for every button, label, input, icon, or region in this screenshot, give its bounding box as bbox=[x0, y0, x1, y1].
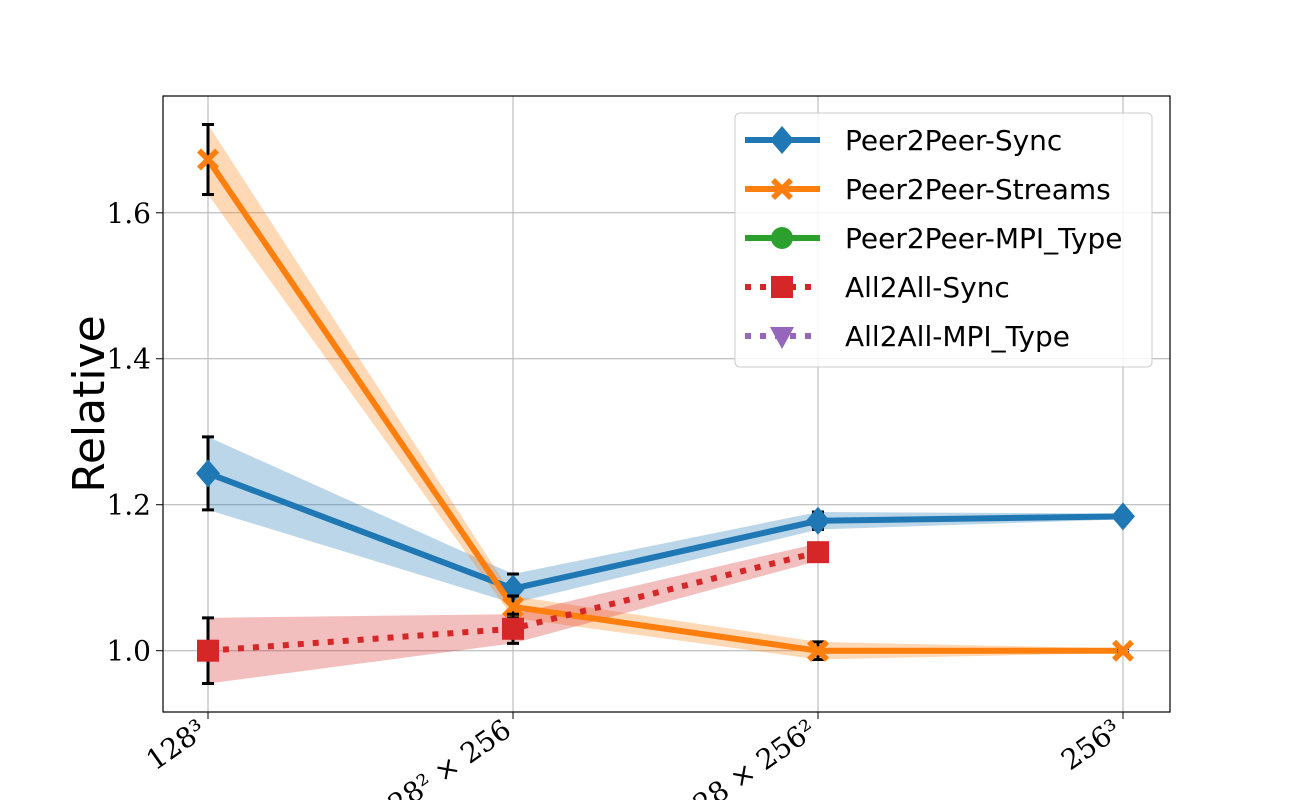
legend-label: Peer2Peer-Sync bbox=[845, 124, 1062, 157]
marker bbox=[502, 595, 524, 618]
marker bbox=[1111, 502, 1135, 531]
x-tick-label: 256³ bbox=[1055, 713, 1127, 777]
legend-label: All2All-MPI_Type bbox=[845, 320, 1070, 353]
marker bbox=[771, 178, 793, 200]
legend-label: All2All-Sync bbox=[845, 271, 1010, 304]
series-line bbox=[206, 470, 1124, 592]
marker bbox=[770, 327, 794, 349]
marker bbox=[770, 126, 794, 154]
marker bbox=[197, 639, 219, 662]
legend-label: Peer2Peer-MPI_Type bbox=[845, 222, 1122, 255]
x-tick-label: 128 × 256² bbox=[673, 713, 822, 800]
marker bbox=[197, 148, 219, 171]
marker bbox=[807, 541, 829, 564]
marker bbox=[1112, 639, 1134, 662]
marker bbox=[196, 459, 220, 488]
legend-label: Peer2Peer-Streams bbox=[845, 173, 1111, 206]
y-tick-label: 1.6 bbox=[106, 197, 151, 230]
marker bbox=[771, 227, 793, 249]
x-tick-label: 128³ bbox=[140, 713, 212, 777]
series-line bbox=[205, 157, 1123, 654]
marker bbox=[807, 639, 829, 662]
legend: Peer2Peer-Sync Peer2Peer-Streams Peer2Peer… bbox=[734, 112, 1153, 368]
x-tick-label: 128² × 256 bbox=[368, 713, 517, 800]
y-tick-label: 1.2 bbox=[106, 489, 151, 522]
y-tick-label: 1.0 bbox=[106, 635, 151, 668]
marker bbox=[806, 506, 830, 535]
plot-frame bbox=[162, 95, 1171, 713]
error-band bbox=[208, 543, 818, 684]
y-tick-label: 1.4 bbox=[106, 343, 151, 376]
y-axis-label: Relative bbox=[64, 315, 115, 492]
marker bbox=[771, 276, 793, 298]
legend-box bbox=[734, 112, 1153, 368]
marker bbox=[502, 617, 524, 640]
